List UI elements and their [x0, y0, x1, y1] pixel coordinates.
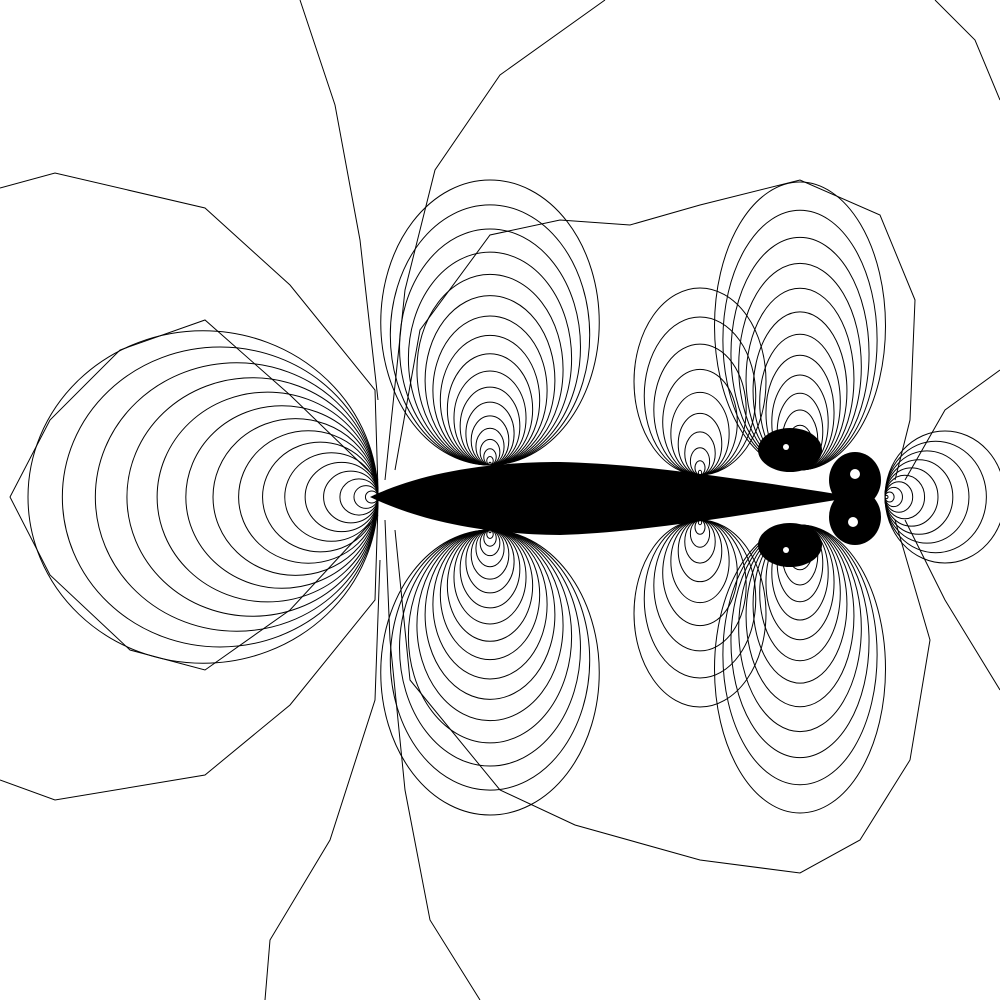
dense-region — [758, 523, 822, 567]
contour-line — [394, 519, 931, 874]
contour-line — [904, 369, 1000, 481]
contour-line — [934, 0, 1000, 101]
dense-region — [829, 489, 881, 545]
contour-line — [884, 430, 1000, 564]
contour-line — [0, 172, 379, 491]
contour-line — [0, 504, 379, 801]
contour-line — [299, 0, 379, 401]
point — [783, 444, 789, 450]
contour-line — [9, 319, 379, 671]
body — [370, 462, 855, 535]
point — [783, 547, 789, 553]
point — [848, 517, 858, 527]
point — [850, 469, 860, 479]
contour-line — [384, 519, 481, 1000]
contour-line — [904, 519, 1000, 691]
contour-line — [380, 179, 600, 466]
contour-line — [394, 179, 916, 481]
dense-region — [758, 428, 822, 472]
contour-line — [384, 0, 606, 481]
contour-line — [264, 559, 381, 1000]
